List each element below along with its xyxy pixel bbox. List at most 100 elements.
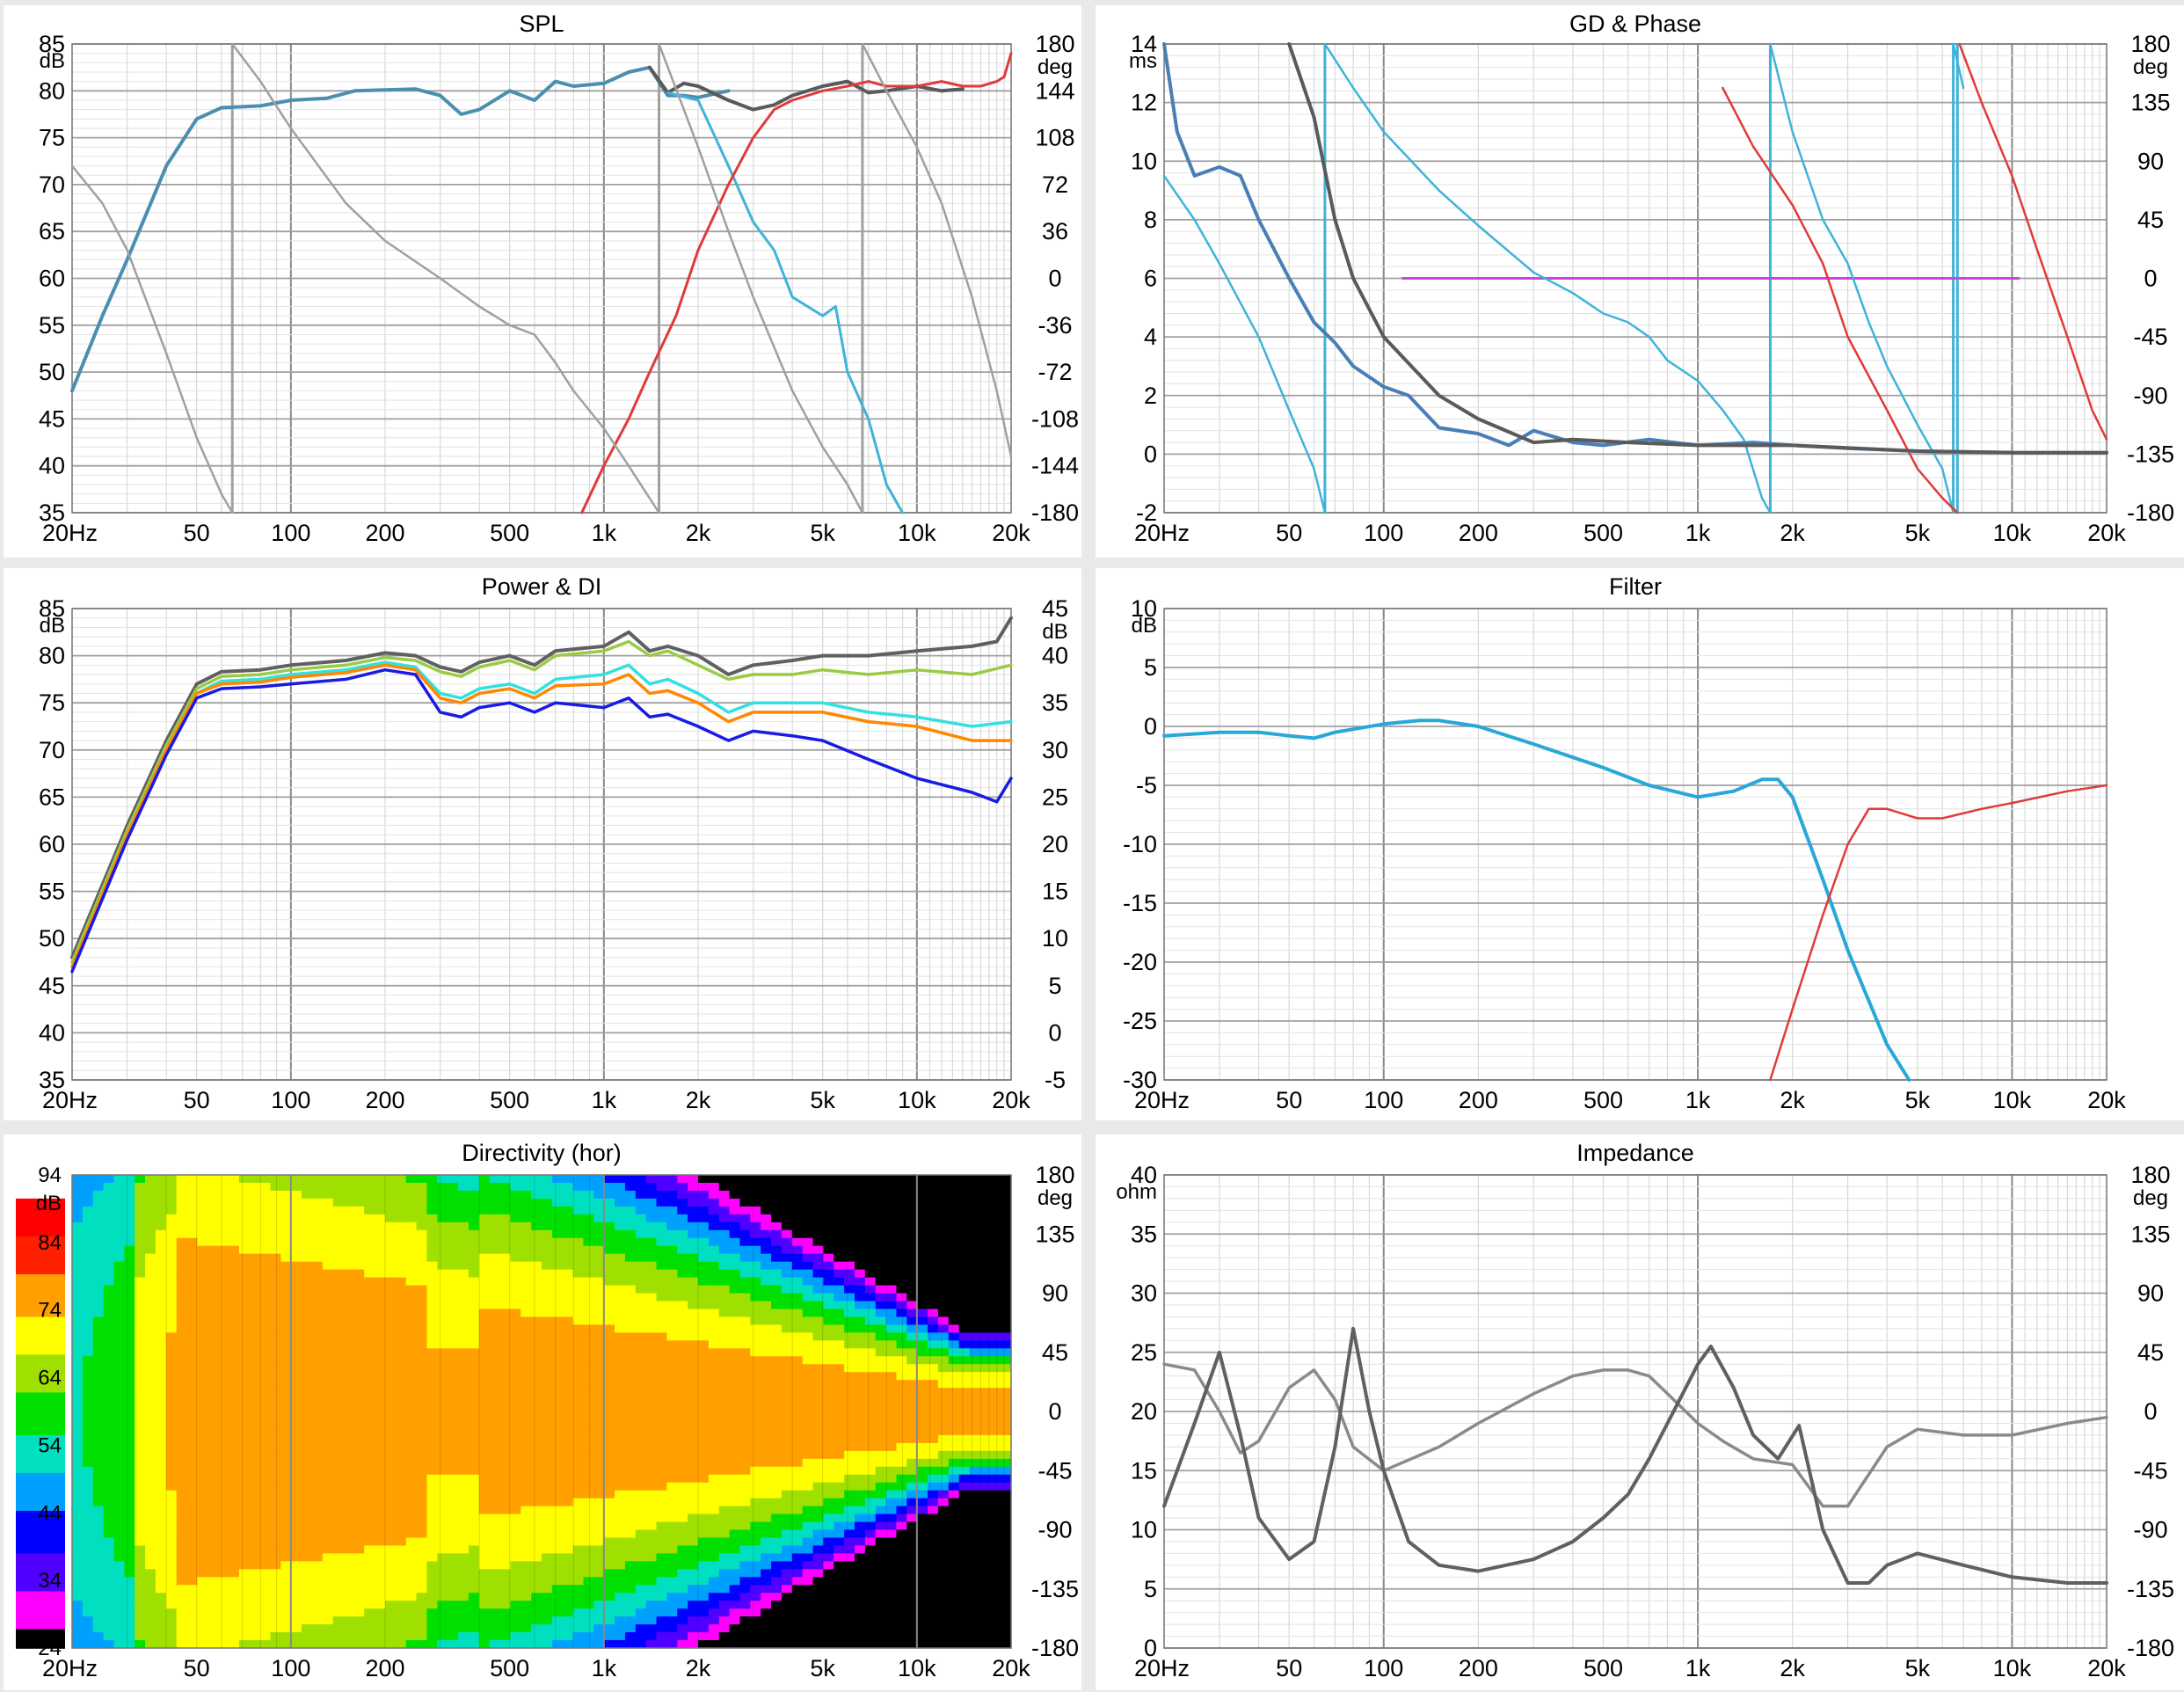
y2-tick-label: 15 <box>1042 879 1068 905</box>
y-tick-label: -10 <box>1123 831 1157 857</box>
x-tick-label: 500 <box>490 520 529 546</box>
y2-tick-label: 45 <box>1042 595 1068 622</box>
x-tick-label: 20k <box>2087 1087 2126 1113</box>
y2-tick-label: -36 <box>1037 312 1072 339</box>
y-tick-label: 10 <box>1131 148 1157 174</box>
x-tick-label: 20k <box>2087 1655 2126 1681</box>
x-tick-label: 10k <box>1993 1087 2032 1113</box>
y-tick-label: 60 <box>39 831 65 857</box>
y2-tick-label: -180 <box>1031 500 1079 526</box>
y2-tick-label: 180 <box>1035 1162 1074 1188</box>
x-tick-label: 200 <box>365 1087 404 1113</box>
y-tick-label: 45 <box>39 405 65 432</box>
y2-unit-label: deg <box>1037 1186 1073 1210</box>
x-tick-label: 20k <box>2087 520 2126 546</box>
colorbar-tick: 54 <box>38 1433 62 1457</box>
y-unit-label: ms <box>1129 49 1157 73</box>
y2-unit-label: deg <box>2133 1186 2168 1210</box>
y2-tick-label: -108 <box>1031 405 1079 432</box>
y2-tick-label: 90 <box>2137 148 2164 174</box>
colorbar-unit: dB <box>36 1192 62 1215</box>
x-tick-label: 20k <box>992 520 1030 546</box>
y2-unit-label: deg <box>2133 55 2168 79</box>
x-tick-label: 10k <box>1993 1655 2032 1681</box>
x-tick-label: 1k <box>1685 1655 1711 1681</box>
x-tick-label: 20Hz <box>1134 1655 1190 1681</box>
y2-unit-label: dB <box>1042 620 1067 644</box>
y2-tick-label: 5 <box>1048 973 1061 999</box>
x-tick-label: 200 <box>365 520 404 546</box>
x-tick-label: 200 <box>1459 1655 1498 1681</box>
y2-tick-label: 180 <box>2130 31 2170 57</box>
x-tick-label: 2k <box>1780 1087 1805 1113</box>
x-tick-label: 20k <box>992 1087 1030 1113</box>
grid <box>71 43 1012 514</box>
spl-panel: SPL 20Hz 50 100 200 500 1k 2k 5k 10k 20k 35 40 45 50 55… <box>4 5 1081 558</box>
x-tick-label: 50 <box>1276 1087 1302 1113</box>
y-tick-label: 14 <box>1131 31 1157 57</box>
y-tick-label: 85 <box>39 31 65 57</box>
y2-tick-label: -45 <box>2133 1457 2167 1484</box>
y-tick-label: 35 <box>1131 1221 1157 1247</box>
series-line-0 <box>1162 1362 2108 1508</box>
x-tick-label: 1k <box>592 520 617 546</box>
y-tick-label: 55 <box>39 312 65 339</box>
x-tick-label: 2k <box>1780 1655 1805 1681</box>
x-tick-label: 100 <box>1364 520 1403 546</box>
y-tick-label: -20 <box>1123 949 1157 975</box>
chart-title: Impedance <box>1576 1140 1694 1166</box>
x-tick-label: 20Hz <box>1134 1087 1190 1113</box>
y-tick-label: 12 <box>1131 90 1157 116</box>
y-tick-label: -25 <box>1123 1008 1157 1034</box>
y2-tick-label: 90 <box>1042 1280 1068 1307</box>
y2-tick-label: -180 <box>2127 1635 2174 1661</box>
y-tick-label: 50 <box>39 925 65 952</box>
y-tick-label: 55 <box>39 879 65 905</box>
colorbar-tick: 84 <box>38 1231 62 1255</box>
x-tick-label: 100 <box>1364 1087 1403 1113</box>
colorbar: 24 34 44 54 64 74 84 94 dB <box>16 1163 65 1660</box>
y2-tick-label: -144 <box>1031 453 1079 479</box>
x-tick-label: 50 <box>184 1655 210 1681</box>
y-tick-label: 8 <box>1144 207 1157 233</box>
y2-tick-label: 0 <box>2144 1398 2157 1425</box>
x-tick-label: 200 <box>365 1655 404 1681</box>
y2-tick-label: -45 <box>1037 1457 1072 1484</box>
x-tick-label: 100 <box>271 520 310 546</box>
y2-tick-label: 35 <box>1042 689 1068 716</box>
series-line-4 <box>70 164 234 514</box>
y2-tick-label: -135 <box>2127 441 2174 467</box>
x-tick-label: 200 <box>1459 1087 1498 1113</box>
x-tick-label: 5k <box>1905 520 1931 546</box>
y-tick-label: 30 <box>1131 1280 1157 1307</box>
colorbar-tick: 44 <box>38 1501 62 1525</box>
x-tick-label: 10k <box>1993 520 2032 546</box>
x-tick-label: 20Hz <box>42 1087 98 1113</box>
x-tick-label: 2k <box>1780 520 1805 546</box>
series-line-0 <box>70 616 1013 959</box>
y-tick-label: -5 <box>1136 772 1157 799</box>
y-tick-label: 35 <box>39 500 65 526</box>
series-line-7 <box>861 42 1013 458</box>
y-tick-label: 40 <box>39 453 65 479</box>
series-line-3 <box>70 663 1013 969</box>
y2-tick-label: -135 <box>1031 1576 1079 1602</box>
series-line-3 <box>580 52 1013 514</box>
x-tick-label: 1k <box>1685 1087 1711 1113</box>
y-tick-label: 75 <box>39 125 65 151</box>
y-tick-label: 6 <box>1144 266 1157 292</box>
x-tick-label: 100 <box>271 1655 310 1681</box>
y2-tick-label: 180 <box>1035 31 1074 57</box>
y2-tick-label: 45 <box>2137 1339 2164 1366</box>
y-tick-label: 65 <box>39 784 65 810</box>
y2-tick-label: -90 <box>1037 1517 1072 1543</box>
x-tick-label: 500 <box>490 1655 529 1681</box>
y2-tick-label: 0 <box>1048 1398 1061 1425</box>
x-tick-label: 100 <box>271 1087 310 1113</box>
x-tick-label: 500 <box>1583 520 1623 546</box>
y-tick-label: -2 <box>1136 500 1157 526</box>
y-tick-label: 40 <box>39 1019 65 1046</box>
